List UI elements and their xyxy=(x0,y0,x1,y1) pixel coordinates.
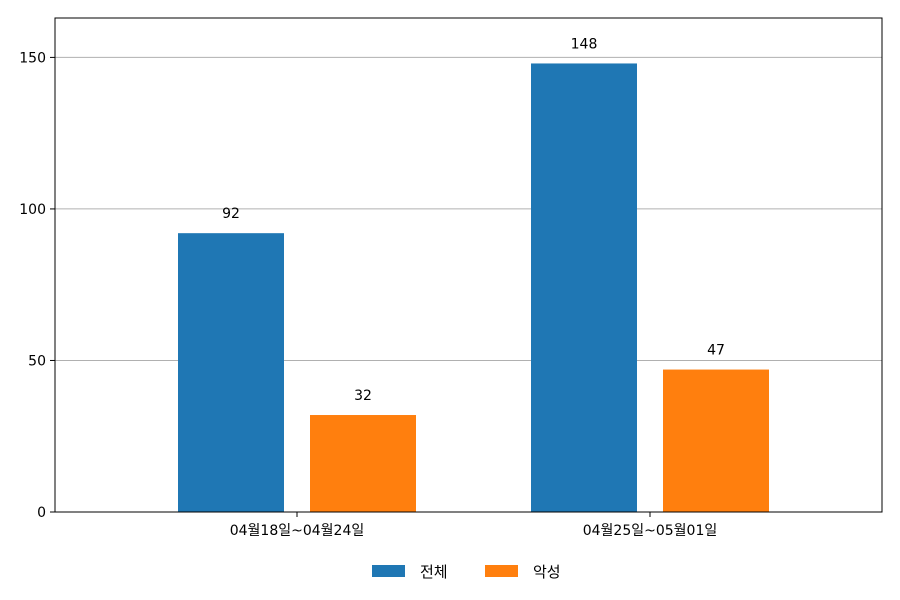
bar-malicious-0 xyxy=(310,415,416,512)
bar-total-1 xyxy=(531,63,637,513)
bar-total-0 xyxy=(178,233,284,512)
bar-malicious-1 xyxy=(663,369,769,512)
x-axis-ticks: 04월18일~04월24일 04월25일~05월01일 xyxy=(230,512,718,539)
x-tick-label: 04월25일~05월01일 xyxy=(583,523,718,539)
data-label: 148 xyxy=(571,36,598,52)
plot-frame xyxy=(54,17,883,513)
legend-swatch-malicious xyxy=(485,565,518,577)
bars xyxy=(178,63,769,513)
x-tick-label: 04월18일~04월24일 xyxy=(230,523,365,539)
data-labels: 92 32 148 47 xyxy=(222,36,725,404)
y-tick-label: 0 xyxy=(37,505,46,521)
data-label: 92 xyxy=(222,206,240,222)
y-tick-label: 100 xyxy=(19,202,46,218)
y-tick-label: 50 xyxy=(28,353,46,369)
legend-label: 악성 xyxy=(533,563,561,581)
legend-label: 전체 xyxy=(420,563,448,581)
data-label: 32 xyxy=(354,388,372,404)
legend-swatch-total xyxy=(372,565,405,577)
y-axis-ticks: 0 50 100 150 xyxy=(19,50,55,521)
y-tick-label: 150 xyxy=(19,50,46,66)
data-label: 47 xyxy=(707,343,725,359)
legend: 전체 악성 xyxy=(372,563,561,581)
